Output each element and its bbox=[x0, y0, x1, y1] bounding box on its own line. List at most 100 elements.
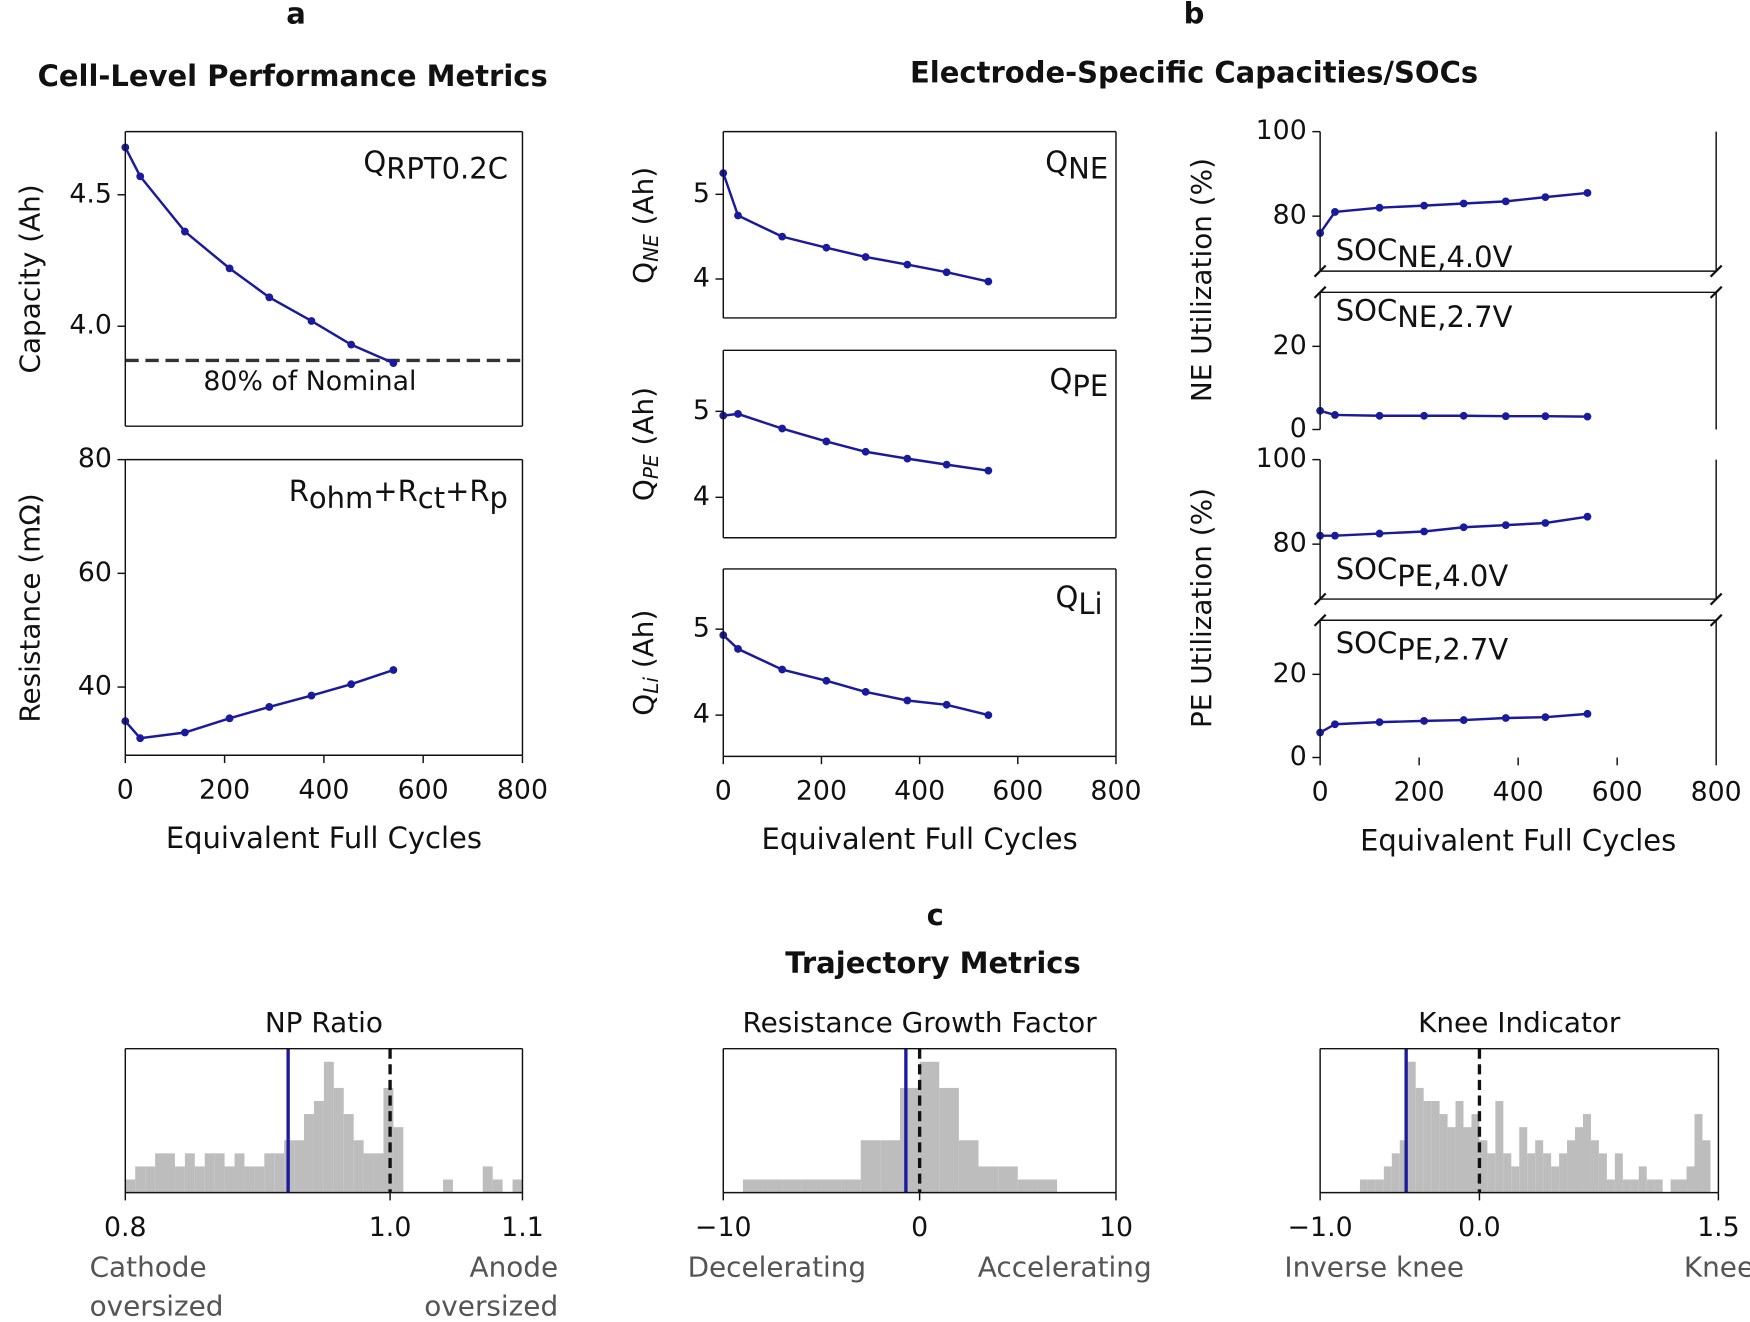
hist-bar bbox=[492, 1179, 503, 1193]
median-point bbox=[1420, 201, 1428, 210]
x-axis-label: Equivalent Full Cycles bbox=[1360, 823, 1676, 857]
hist-bar bbox=[1622, 1179, 1631, 1193]
rich-label: Capacity (Ah) bbox=[14, 184, 47, 373]
median-point bbox=[942, 268, 951, 277]
hist-bar bbox=[958, 1140, 979, 1193]
axis-break bbox=[1313, 592, 1327, 606]
hist-bar bbox=[1694, 1114, 1703, 1193]
hist-bar bbox=[1559, 1153, 1568, 1193]
label-part: R bbox=[289, 474, 309, 508]
x-tick-label: 0 bbox=[117, 774, 134, 805]
y-tick-label: 60 bbox=[78, 557, 112, 588]
y-tick-label: 4.5 bbox=[69, 178, 112, 209]
panel-letter: a bbox=[286, 0, 306, 31]
median-point bbox=[734, 211, 742, 220]
section-title: Trajectory Metrics bbox=[785, 946, 1080, 980]
hist-bar bbox=[1471, 1114, 1480, 1193]
hist-bar bbox=[1439, 1114, 1448, 1193]
hist-bar bbox=[1037, 1179, 1058, 1193]
hist-bar bbox=[363, 1153, 374, 1193]
median-point bbox=[1583, 512, 1592, 521]
label-part: PE Utilization (%) bbox=[1185, 488, 1218, 728]
label-part: p bbox=[490, 481, 508, 515]
subplot: 80% of Nominal bbox=[121, 143, 523, 397]
subplot bbox=[121, 666, 398, 743]
hist-bar bbox=[1646, 1179, 1655, 1193]
label-part: NE,4.0V bbox=[1397, 240, 1512, 274]
median-point bbox=[861, 253, 870, 261]
rich-label: SOCNE,4.0V bbox=[1336, 233, 1513, 274]
median-point bbox=[734, 410, 742, 418]
hist-bar bbox=[1375, 1179, 1384, 1193]
median-point bbox=[822, 243, 831, 252]
rich-label: SOCPE,4.0V bbox=[1336, 552, 1509, 593]
subplot bbox=[742, 1048, 1058, 1193]
hist-bar bbox=[1423, 1101, 1432, 1193]
label-part: SOC bbox=[1336, 293, 1397, 327]
hist-bar bbox=[1575, 1127, 1583, 1193]
hist-bar bbox=[1686, 1166, 1695, 1193]
median-line bbox=[1319, 191, 1588, 234]
median-point bbox=[1459, 523, 1468, 532]
hist-bar bbox=[880, 1140, 900, 1193]
axis-break bbox=[1709, 285, 1723, 299]
rich-label: Rohm+Rct+Rp bbox=[289, 474, 508, 515]
rich-label: Resistance (mΩ) bbox=[14, 493, 47, 722]
label-part: PE bbox=[638, 454, 662, 479]
label-part: SOC bbox=[1336, 233, 1397, 267]
median-point bbox=[1331, 411, 1339, 419]
hist-bar bbox=[801, 1179, 822, 1193]
label-part: SOC bbox=[1336, 626, 1397, 660]
axis-break bbox=[1313, 613, 1327, 627]
label-part: Q bbox=[627, 262, 660, 284]
hist-bar bbox=[1598, 1153, 1607, 1193]
hist-bar bbox=[323, 1061, 334, 1193]
median-point bbox=[734, 645, 742, 653]
y-tick-label: 4 bbox=[693, 699, 710, 730]
rich-label: QPE bbox=[1050, 363, 1109, 404]
hist-bar bbox=[294, 1140, 305, 1193]
axis-note: Anode bbox=[470, 1250, 559, 1283]
median-point bbox=[1501, 412, 1510, 421]
hist-bar bbox=[1590, 1140, 1599, 1193]
hist-bar bbox=[1519, 1127, 1528, 1193]
subplot bbox=[719, 631, 993, 720]
hist-bar bbox=[1415, 1087, 1424, 1193]
median-point bbox=[307, 691, 316, 700]
y-tick-label: 5 bbox=[693, 178, 710, 209]
hist-bar bbox=[1447, 1127, 1456, 1193]
label-part: (Ah) bbox=[627, 387, 660, 454]
y-tick-label: 4.0 bbox=[69, 310, 112, 341]
hist-bar bbox=[244, 1166, 255, 1193]
y-tick-label: 0 bbox=[1290, 741, 1307, 772]
hist-bar bbox=[1527, 1153, 1536, 1193]
hist-title: Resistance Growth Factor bbox=[743, 1006, 1098, 1039]
hist-bar bbox=[155, 1153, 166, 1193]
median-point bbox=[1420, 411, 1428, 420]
median-point bbox=[1541, 412, 1550, 421]
y-tick-label: 40 bbox=[78, 671, 112, 702]
axis-break bbox=[1313, 285, 1327, 299]
median-point bbox=[1331, 531, 1339, 540]
hist-bar bbox=[313, 1101, 324, 1193]
y-tick-label: 20 bbox=[1273, 658, 1307, 689]
hist-bar bbox=[194, 1166, 205, 1193]
hist-bar bbox=[174, 1166, 185, 1193]
hist-bar bbox=[1543, 1153, 1552, 1193]
panel-letter: c bbox=[927, 898, 944, 932]
axis-break bbox=[1709, 613, 1723, 627]
label-part: Q bbox=[363, 145, 386, 179]
median-point bbox=[1501, 714, 1510, 722]
hist-bar bbox=[860, 1140, 881, 1193]
median-point bbox=[1420, 527, 1428, 536]
hist-bar bbox=[1463, 1127, 1472, 1193]
median-point bbox=[984, 277, 993, 286]
subplot bbox=[1316, 406, 1592, 421]
hist-bar bbox=[165, 1153, 175, 1193]
median-line bbox=[722, 172, 989, 283]
axis-break bbox=[1709, 264, 1723, 278]
y-tick-label: 80 bbox=[1273, 200, 1307, 231]
section-title: Electrode-Specific Capacities/SOCs bbox=[910, 56, 1478, 90]
hist-bar bbox=[393, 1127, 404, 1193]
median-point bbox=[1375, 718, 1384, 727]
